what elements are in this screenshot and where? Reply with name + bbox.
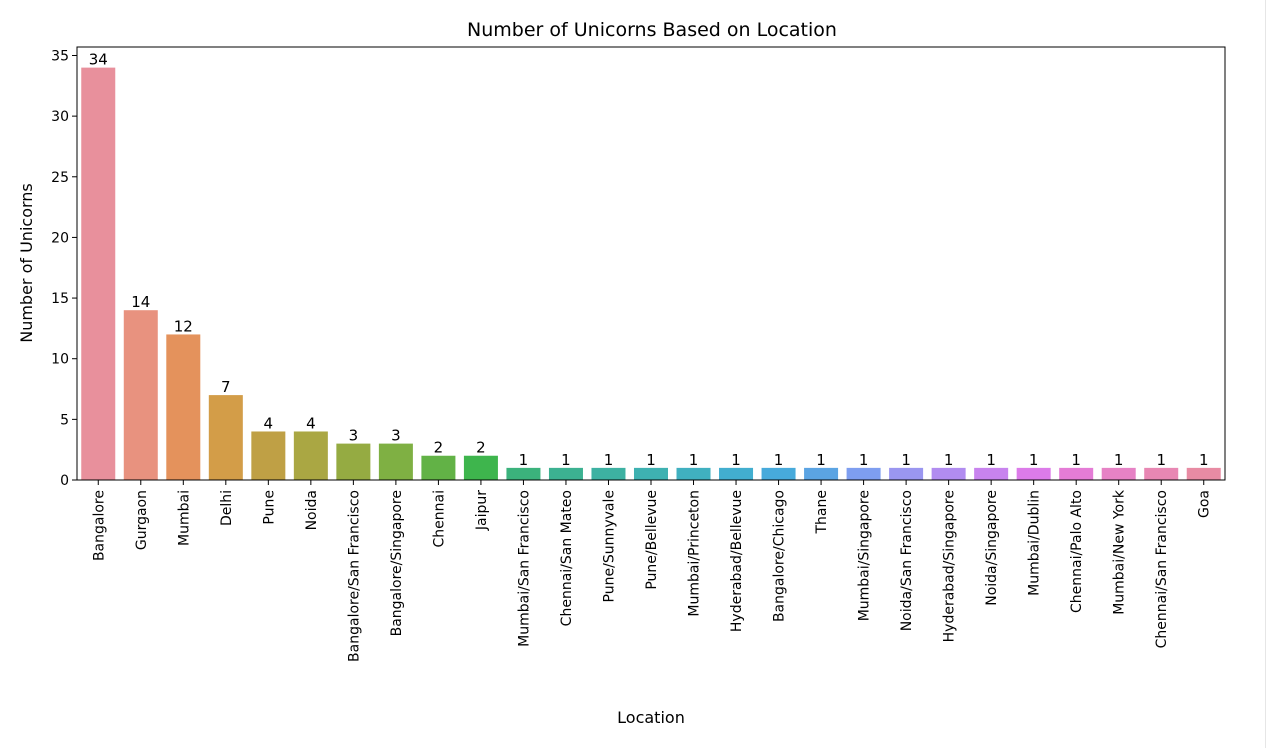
bar-mumbai-new-york: [1101, 467, 1136, 480]
bar-bangalore: [81, 67, 116, 481]
data-label: 2: [434, 439, 444, 457]
y-tick-label: 25: [51, 170, 69, 186]
bar-thane: [804, 467, 839, 480]
x-axis-label: Location: [617, 708, 685, 727]
bar-chennai-palo-alto: [1059, 467, 1094, 480]
x-tick-label: Bangalore/San Francisco: [346, 490, 362, 662]
x-tick-label: Thane: [814, 490, 830, 535]
x-tick-label: Bangalore/Singapore: [389, 490, 405, 636]
x-tick-label: Chennai: [431, 490, 447, 547]
x-tick-label: Hyderabad/Bellevue: [729, 490, 745, 632]
bar-gurgaon: [123, 310, 158, 480]
data-label: 1: [1114, 451, 1124, 469]
bar-mumbai: [166, 334, 201, 480]
bar-delhi: [208, 395, 243, 480]
y-axis-ticks: 0 5 10 15 20 25 30 35: [51, 48, 77, 489]
y-tick-label: 20: [51, 230, 69, 246]
data-label: 4: [264, 414, 274, 432]
data-label: 1: [561, 451, 571, 469]
data-labels-group: 34 14 12 7 4 4 3 3 2 2 1 1 1 1 1 1 1 1 1 1 1 1 1 1 1 1 1: [89, 51, 1209, 469]
bar-pune-sunnyvale: [591, 467, 626, 480]
x-tick-label: Mumbai: [176, 490, 192, 546]
data-label: 2: [476, 439, 486, 457]
y-tick-label: 5: [60, 412, 69, 428]
data-label: 1: [944, 451, 954, 469]
data-label: 14: [131, 293, 150, 311]
x-tick-label: Pune: [261, 490, 277, 525]
bar-chennai-san-francisco: [1144, 467, 1179, 480]
x-tick-label: Mumbai/Dublin: [1027, 490, 1043, 596]
x-tick-label: Goa: [1197, 490, 1213, 518]
y-tick-label: 15: [51, 291, 69, 307]
x-tick-label: Jaipur: [474, 490, 490, 531]
y-tick-label: 30: [51, 109, 69, 125]
bar-chennai-san-mateo: [548, 467, 583, 480]
bar-noida-san-francisco: [889, 467, 924, 480]
data-label: 1: [986, 451, 996, 469]
bars-group: [81, 67, 1221, 481]
bar-bangalore-chicago: [761, 467, 796, 480]
bar-bangalore-san-francisco: [336, 443, 371, 480]
x-tick-label: Mumbai/San Francisco: [516, 490, 532, 647]
data-label: 1: [1029, 451, 1039, 469]
y-tick-label: 35: [51, 48, 69, 64]
x-tick-label: Mumbai/New York: [1112, 489, 1128, 615]
data-label: 1: [1156, 451, 1166, 469]
x-axis-ticks: Bangalore Gurgaon Mumbai Delhi Pune Noida Bang…: [91, 480, 1213, 662]
data-label: 1: [519, 451, 529, 469]
chart-title: Number of Unicorns Based on Location: [467, 19, 837, 41]
x-tick-label: Mumbai/Singapore: [857, 490, 873, 621]
bar-noida-singapore: [974, 467, 1009, 480]
data-label: 12: [174, 317, 193, 335]
data-label: 1: [731, 451, 741, 469]
bar-jaipur: [463, 455, 498, 480]
x-tick-label: Bangalore: [91, 490, 107, 561]
data-label: 1: [1071, 451, 1081, 469]
bar-noida: [293, 431, 328, 480]
data-label: 1: [689, 451, 699, 469]
x-tick-label: Bangalore/Chicago: [772, 490, 788, 622]
x-tick-label: Noida: [304, 490, 320, 530]
data-label: 1: [774, 451, 784, 469]
bar-chennai: [421, 455, 456, 480]
bar-hyderabad-singapore: [931, 467, 966, 480]
bar-mumbai-san-francisco: [506, 467, 541, 480]
data-label: 34: [89, 51, 108, 69]
x-tick-label: Hyderabad/Singapore: [942, 490, 958, 642]
x-tick-label: Noida/Singapore: [984, 490, 1000, 606]
data-label: 4: [306, 414, 316, 432]
y-tick-label: 0: [60, 473, 69, 489]
bar-pune-bellevue: [633, 467, 668, 480]
x-tick-label: Noida/San Francisco: [899, 490, 915, 631]
data-label: 1: [816, 451, 826, 469]
data-label: 1: [604, 451, 614, 469]
x-tick-label: Chennai/San Mateo: [559, 490, 575, 626]
data-label: 1: [646, 451, 656, 469]
bar-bangalore-singapore: [378, 443, 413, 480]
panel-divider: [1265, 0, 1266, 748]
x-tick-label: Mumbai/Princeton: [687, 490, 703, 617]
x-tick-label: Gurgaon: [134, 490, 150, 550]
bar-mumbai-singapore: [846, 467, 881, 480]
data-label: 7: [221, 378, 231, 396]
x-tick-label: Pune/Bellevue: [644, 490, 660, 590]
x-tick-label: Chennai/San Francisco: [1154, 490, 1170, 648]
x-tick-label: Chennai/Palo Alto: [1069, 490, 1085, 613]
y-axis-label: Number of Unicorns: [17, 183, 36, 343]
data-label: 1: [1199, 451, 1209, 469]
bar-hyderabad-bellevue: [719, 467, 754, 480]
x-tick-label: Delhi: [219, 490, 235, 526]
bar-pune: [251, 431, 286, 480]
data-label: 1: [859, 451, 869, 469]
x-tick-label: Pune/Sunnyvale: [601, 490, 617, 602]
bar-goa: [1186, 467, 1221, 480]
bar-mumbai-dublin: [1016, 467, 1051, 480]
y-tick-label: 10: [51, 352, 69, 368]
data-label: 1: [901, 451, 911, 469]
bar-mumbai-princeton: [676, 467, 711, 480]
plot-frame: [76, 46, 1226, 481]
data-label: 3: [349, 427, 359, 445]
data-label: 3: [391, 427, 401, 445]
